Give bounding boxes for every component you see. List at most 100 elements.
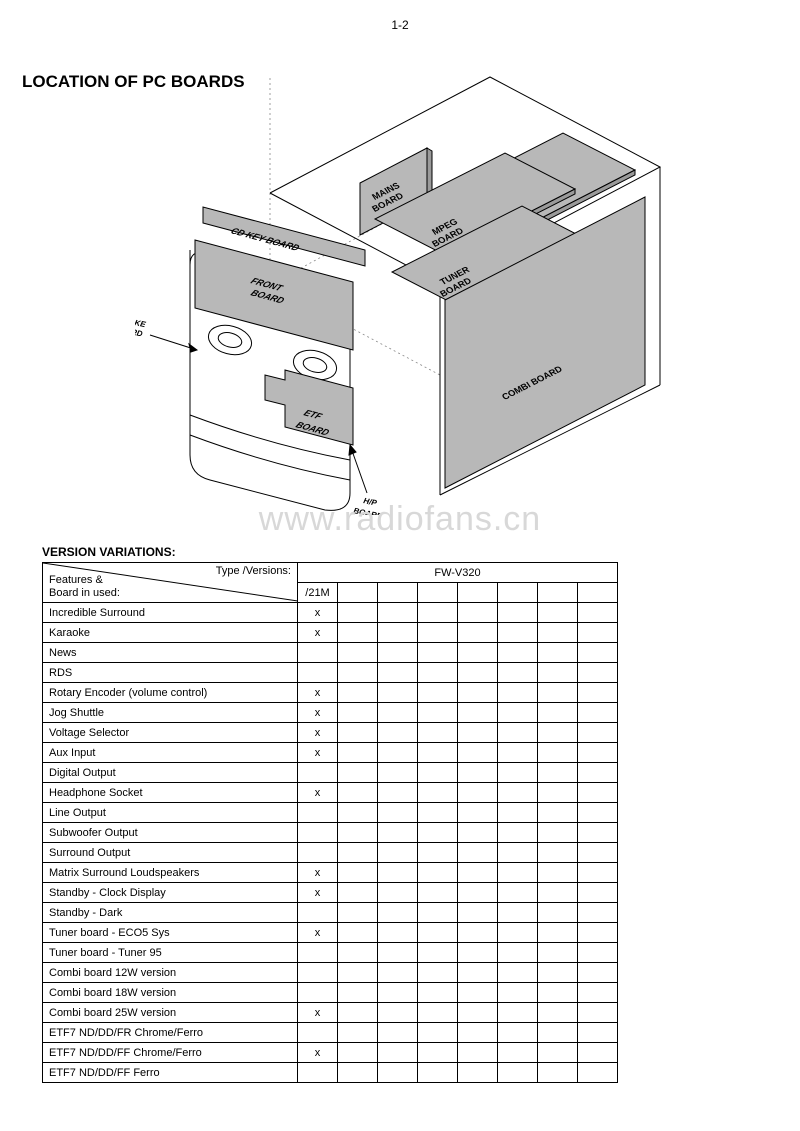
mark-cell [538, 663, 578, 683]
mark-cell [378, 643, 418, 663]
mark-cell [578, 923, 618, 943]
mark-cell [338, 843, 378, 863]
mark-cell [578, 843, 618, 863]
mark-cell [498, 943, 538, 963]
mark-cell [498, 703, 538, 723]
mark-cell [418, 723, 458, 743]
header-features-cell: Type /Versions: Features & Board in used… [43, 563, 298, 603]
mark-cell: x [298, 1003, 338, 1023]
mark-cell: x [298, 623, 338, 643]
mark-cell [338, 623, 378, 643]
mark-cell [418, 923, 458, 943]
mark-cell [418, 603, 458, 623]
mark-cell [498, 643, 538, 663]
feature-cell: News [43, 643, 298, 663]
mark-cell [538, 843, 578, 863]
mark-cell [458, 1023, 498, 1043]
mark-cell [298, 843, 338, 863]
version-column-header [578, 583, 618, 603]
version-column-header [378, 583, 418, 603]
feature-cell: Line Output [43, 803, 298, 823]
mark-cell [458, 843, 498, 863]
mark-cell [538, 783, 578, 803]
mark-cell [538, 643, 578, 663]
mark-cell [378, 923, 418, 943]
feature-cell: Standby - Clock Display [43, 883, 298, 903]
version-column-header [498, 583, 538, 603]
table-row: RDS [43, 663, 618, 683]
mark-cell [538, 703, 578, 723]
mark-cell: x [298, 723, 338, 743]
mark-cell [498, 623, 538, 643]
mark-cell [418, 683, 458, 703]
mark-cell [378, 943, 418, 963]
table-row: Aux Inputx [43, 743, 618, 763]
version-column-header [338, 583, 378, 603]
mark-cell [578, 983, 618, 1003]
table-row: Jog Shuttlex [43, 703, 618, 723]
table-row: Rotary Encoder (volume control)x [43, 683, 618, 703]
mark-cell [498, 723, 538, 743]
mark-cell [418, 1023, 458, 1043]
mark-cell: x [298, 923, 338, 943]
table-row: Line Output [43, 803, 618, 823]
mark-cell [458, 723, 498, 743]
mark-cell [538, 883, 578, 903]
mark-cell [418, 643, 458, 663]
version-column-header [458, 583, 498, 603]
mark-cell: x [298, 783, 338, 803]
feature-cell: ETF7 ND/DD/FR Chrome/Ferro [43, 1023, 298, 1043]
mark-cell: x [298, 883, 338, 903]
mark-cell [338, 1003, 378, 1023]
mark-cell [338, 763, 378, 783]
mark-cell [458, 623, 498, 643]
mark-cell [298, 943, 338, 963]
mark-cell [498, 1003, 538, 1023]
mark-cell: x [298, 683, 338, 703]
feature-cell: Tuner board - Tuner 95 [43, 943, 298, 963]
mark-cell [578, 1023, 618, 1043]
mark-cell [378, 603, 418, 623]
mark-cell [378, 1063, 418, 1083]
mark-cell [538, 903, 578, 923]
table-row: Digital Output [43, 763, 618, 783]
table-row: Subwoofer Output [43, 823, 618, 843]
mark-cell [578, 603, 618, 623]
mark-cell [418, 803, 458, 823]
mark-cell [458, 743, 498, 763]
feature-cell: Combi board 25W version [43, 1003, 298, 1023]
feature-cell: Combi board 18W version [43, 983, 298, 1003]
mark-cell [378, 863, 418, 883]
table-row: ETF7 ND/DD/FF Chrome/Ferrox [43, 1043, 618, 1063]
mark-cell [378, 843, 418, 863]
feature-cell: Combi board 12W version [43, 963, 298, 983]
page-number: 1-2 [391, 18, 408, 32]
mark-cell [338, 643, 378, 663]
mark-cell [538, 823, 578, 843]
mark-cell [298, 663, 338, 683]
mark-cell [338, 923, 378, 943]
mark-cell [498, 1043, 538, 1063]
version-column-header [418, 583, 458, 603]
mark-cell [338, 943, 378, 963]
mark-cell [338, 903, 378, 923]
mark-cell [538, 863, 578, 883]
mark-cell [498, 803, 538, 823]
mark-cell [378, 1043, 418, 1063]
mark-cell [418, 963, 458, 983]
mark-cell [538, 923, 578, 943]
mark-cell [578, 703, 618, 723]
feature-cell: Standby - Dark [43, 903, 298, 923]
table-row: ETF7 ND/DD/FF Ferro [43, 1063, 618, 1083]
table-row: Matrix Surround Loudspeakersx [43, 863, 618, 883]
feature-cell: Karaoke [43, 623, 298, 643]
mark-cell [418, 703, 458, 723]
feature-cell: ETF7 ND/DD/FF Ferro [43, 1063, 298, 1083]
mark-cell [298, 643, 338, 663]
table-row: Incredible Surroundx [43, 603, 618, 623]
mark-cell [538, 983, 578, 1003]
mark-cell [498, 683, 538, 703]
mark-cell [458, 603, 498, 623]
table-header-row-1: Type /Versions: Features & Board in used… [43, 563, 618, 583]
mark-cell [578, 943, 618, 963]
